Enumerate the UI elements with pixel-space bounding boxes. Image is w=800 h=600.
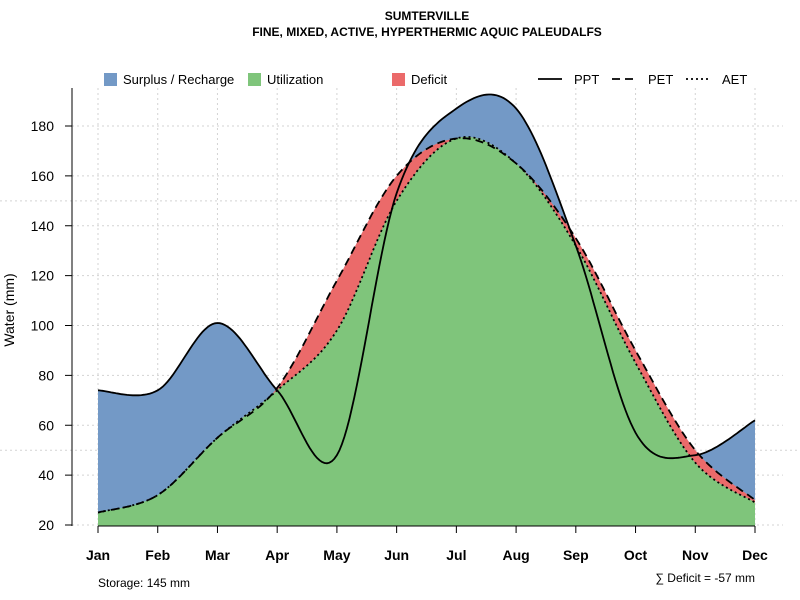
legend-swatch [104, 73, 117, 86]
legend-item-utilization: Utilization [248, 72, 323, 87]
legend-item-surplus-recharge: Surplus / Recharge [104, 72, 234, 87]
x-tick-label-oct: Oct [624, 547, 648, 563]
legend-item-aet: AET [686, 72, 747, 87]
area-fills [98, 94, 755, 526]
legend-label: Surplus / Recharge [123, 72, 234, 87]
x-tick-label-dec: Dec [742, 547, 768, 563]
legend-item-deficit: Deficit [392, 72, 448, 87]
legend: Surplus / Recharge Utilization Deficit PPT P… [104, 72, 747, 87]
x-tick-label-aug: Aug [502, 547, 529, 563]
legend-swatch [248, 73, 261, 86]
y-tick-label: 80 [38, 367, 54, 383]
y-tick-label: 140 [31, 218, 55, 234]
legend-item-pet: PET [612, 72, 673, 87]
series-lines [97, 93, 756, 514]
x-tick-label-jan: Jan [86, 547, 110, 563]
series-line-aet [97, 135, 756, 514]
x-tick-label-jul: Jul [446, 547, 466, 563]
y-tick-label: 40 [38, 467, 54, 483]
y-tick-label: 120 [31, 268, 55, 284]
x-tick-label-apr: Apr [265, 547, 290, 563]
y-axis-label: Water (mm) [1, 273, 17, 346]
series-line-ppt [97, 93, 756, 465]
x-tick-label-nov: Nov [682, 547, 709, 563]
y-tick-label: 100 [31, 318, 55, 334]
y-tick-label: 60 [38, 417, 54, 433]
chart-subtitle: FINE, MIXED, ACTIVE, HYPERTHERMIC AQUIC … [252, 25, 602, 39]
y-tick-label: 160 [31, 168, 55, 184]
legend-label: PPT [574, 72, 599, 87]
legend-label: Utilization [267, 72, 323, 87]
deficit-note: ∑ Deficit = -57 mm [655, 571, 755, 585]
x-tick-label-may: May [323, 547, 350, 563]
y-tick-label: 180 [31, 118, 55, 134]
legend-label: PET [648, 72, 673, 87]
legend-label: AET [722, 72, 747, 87]
x-tick-label-mar: Mar [205, 547, 230, 563]
x-tick-label-feb: Feb [145, 547, 170, 563]
legend-item-ppt: PPT [538, 72, 599, 87]
storage-note: Storage: 145 mm [98, 576, 190, 590]
axes: 20 40 60 80 100 120 140 160 180 Jan Feb Mar Apr May Ju… [31, 88, 768, 563]
y-tick-label: 20 [38, 517, 54, 533]
chart-title: SUMTERVILLE [385, 9, 469, 23]
legend-swatch [392, 73, 405, 86]
x-tick-label-sep: Sep [563, 547, 589, 563]
utilization-area [98, 136, 755, 526]
legend-label: Deficit [411, 72, 448, 87]
x-tick-label-jun: Jun [384, 547, 409, 563]
